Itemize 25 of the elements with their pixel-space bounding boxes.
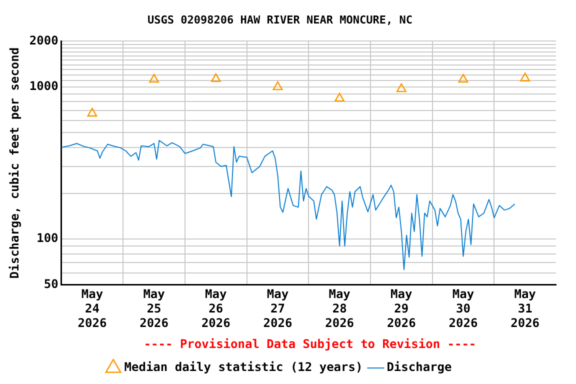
point — [87, 108, 98, 117]
point — [210, 73, 221, 82]
chart-title: USGS 02098206 HAW RIVER NEAR MONCURE, NC — [148, 13, 412, 26]
y-tick-label: 1000 — [29, 79, 58, 94]
point — [149, 74, 160, 83]
point — [272, 81, 283, 90]
x-tick-label: May 29 2026 — [386, 287, 416, 330]
point — [396, 83, 406, 92]
point — [334, 92, 345, 102]
x-tick-label: May 24 2026 — [78, 287, 107, 330]
x-tick-label: May 26 2026 — [201, 287, 230, 330]
point — [520, 72, 530, 82]
text: ---- Provisional Data Subject to Revision ---- — [144, 337, 476, 352]
point — [458, 74, 468, 83]
y-tick-label: 50 — [44, 276, 58, 291]
y-tick-label: 2000 — [29, 33, 58, 48]
x-tick-label: May 28 2026 — [325, 287, 354, 330]
legend-label: Discharge — [386, 360, 452, 374]
x-tick-label: May 27 2026 — [263, 287, 292, 330]
y-tick-label: 100 — [36, 231, 58, 246]
legend-label: Median daily statistic (12 years) — [124, 360, 363, 374]
x-tick-label: May 30 2026 — [448, 287, 478, 330]
x-tick-label: May 31 2026 — [510, 287, 540, 330]
y-axis-title: Discharge, cubic feet per second — [7, 47, 22, 279]
x-tick-label: May 25 2026 — [140, 287, 169, 330]
